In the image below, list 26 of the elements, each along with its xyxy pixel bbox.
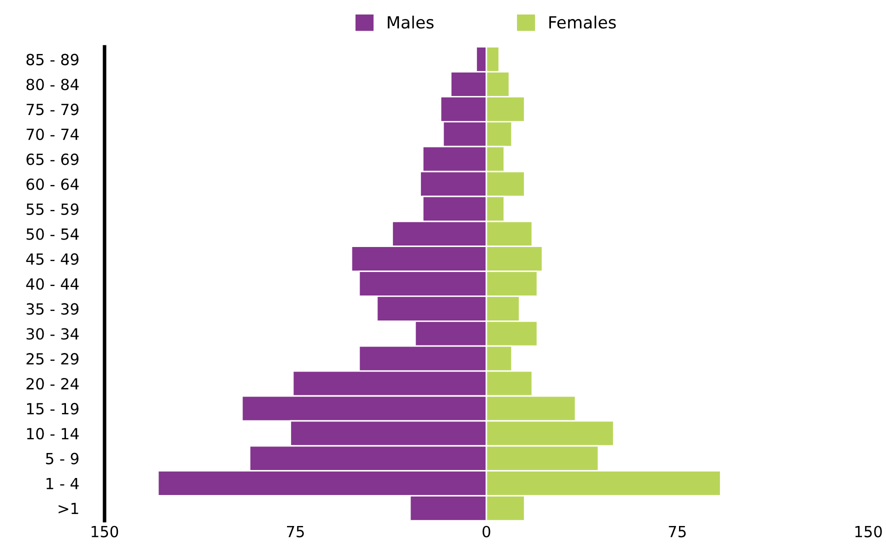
y-tick-label: 45 - 49 bbox=[26, 253, 78, 265]
y-tick-label: 80 - 84 bbox=[26, 78, 79, 90]
x-tick-label: 0 bbox=[482, 526, 490, 538]
y-tick-label: 30 - 34 bbox=[26, 328, 79, 340]
legend-label: Males bbox=[388, 16, 434, 29]
y-tick-label: 15 - 19 bbox=[27, 402, 78, 414]
y-tick-label: 55 - 59 bbox=[26, 203, 78, 215]
x-tick-label: 75 bbox=[668, 526, 686, 538]
y-tick-label: 10 - 14 bbox=[27, 428, 79, 440]
y-tick-label: 85 - 89 bbox=[26, 54, 78, 66]
legend-label: Females bbox=[549, 16, 616, 29]
y-tick-label: 40 - 44 bbox=[26, 278, 79, 290]
x-tick-label: 75 bbox=[287, 526, 304, 538]
y-tick-label: 70 - 74 bbox=[26, 128, 79, 140]
x-tick-label: 150 bbox=[855, 526, 882, 538]
y-tick-label: 20 - 24 bbox=[26, 378, 79, 390]
y-tick-label: 75 - 79 bbox=[26, 104, 78, 116]
y-tick-label: 65 - 69 bbox=[26, 154, 78, 166]
y-tick-label: 5 - 9 bbox=[46, 452, 78, 464]
y-tick-label: 50 - 54 bbox=[26, 228, 79, 240]
x-tick-label: 150 bbox=[92, 526, 118, 538]
y-tick-label: 60 - 64 bbox=[26, 178, 79, 190]
y-tick-label: 25 - 29 bbox=[26, 353, 78, 365]
y-tick-label: 1 - 4 bbox=[46, 478, 79, 490]
y-tick-label: >1 bbox=[58, 502, 78, 514]
y-tick-label: 35 - 39 bbox=[26, 303, 78, 315]
